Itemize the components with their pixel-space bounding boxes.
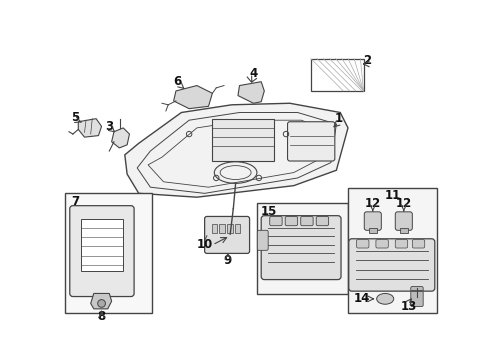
FancyBboxPatch shape: [288, 122, 335, 161]
FancyBboxPatch shape: [316, 216, 329, 226]
FancyBboxPatch shape: [261, 216, 341, 280]
FancyBboxPatch shape: [395, 239, 408, 248]
Bar: [212, 224, 217, 233]
Bar: [369, 228, 377, 233]
Text: 8: 8: [98, 310, 106, 323]
FancyBboxPatch shape: [411, 287, 423, 306]
FancyBboxPatch shape: [285, 216, 297, 226]
FancyBboxPatch shape: [70, 206, 134, 297]
Bar: [257, 203, 348, 294]
Text: 11: 11: [385, 189, 401, 202]
Polygon shape: [78, 119, 101, 137]
Text: 1: 1: [335, 112, 343, 125]
Polygon shape: [112, 128, 129, 148]
Polygon shape: [125, 103, 348, 197]
Bar: [400, 228, 408, 233]
FancyBboxPatch shape: [357, 239, 369, 248]
FancyBboxPatch shape: [205, 216, 249, 253]
Text: 3: 3: [105, 120, 113, 133]
Text: 7: 7: [71, 194, 79, 208]
Text: 5: 5: [71, 111, 79, 123]
Bar: [235, 224, 240, 233]
FancyBboxPatch shape: [301, 216, 313, 226]
Text: 9: 9: [224, 254, 232, 267]
Circle shape: [98, 300, 105, 307]
FancyBboxPatch shape: [376, 239, 388, 248]
FancyBboxPatch shape: [257, 230, 268, 250]
FancyBboxPatch shape: [349, 239, 435, 291]
Text: 12: 12: [396, 197, 412, 210]
Bar: [65, 193, 152, 313]
FancyBboxPatch shape: [412, 239, 425, 248]
Text: 14: 14: [354, 292, 370, 305]
Text: 13: 13: [400, 300, 416, 313]
Text: 4: 4: [249, 67, 258, 81]
FancyBboxPatch shape: [270, 216, 282, 226]
Bar: [81, 219, 123, 271]
Bar: [220, 224, 225, 233]
Polygon shape: [173, 86, 212, 109]
FancyBboxPatch shape: [395, 212, 412, 230]
Text: 10: 10: [196, 238, 213, 251]
Ellipse shape: [377, 293, 394, 304]
Bar: [227, 224, 233, 233]
Text: 12: 12: [365, 197, 381, 210]
Text: 2: 2: [363, 54, 371, 67]
Bar: [311, 59, 364, 91]
Text: 6: 6: [173, 75, 182, 88]
Polygon shape: [238, 82, 264, 103]
Text: 15: 15: [261, 204, 277, 217]
FancyBboxPatch shape: [364, 212, 381, 230]
Bar: [348, 188, 437, 313]
Bar: [212, 119, 274, 161]
Polygon shape: [91, 293, 112, 309]
